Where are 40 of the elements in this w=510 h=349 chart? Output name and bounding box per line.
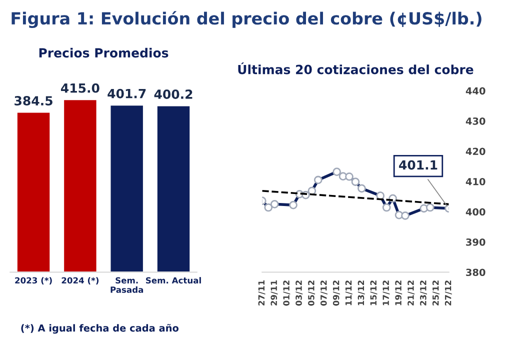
bar (62, 98, 98, 272)
y-tick-label: 430 (466, 117, 486, 125)
x-tick-label: 23/12 (420, 280, 427, 306)
x-tick-label: 15/12 (370, 280, 378, 306)
data-label: 415.0 (60, 83, 100, 93)
x-tick-label: 13/12 (358, 280, 365, 306)
x-tick-label: Sem. Actual (146, 277, 201, 284)
y-tick-label: 410 (466, 178, 486, 186)
bar (156, 104, 191, 272)
text: Figura 1: Evolución del precio del cobre (¢US$/lb.) (12, 11, 482, 28)
x-tick-label: 11/12 (345, 280, 352, 306)
y-tick-label: 400 (466, 208, 486, 216)
x-tick-label: 17/12 (382, 280, 390, 306)
x-tick-label: Sem. Pasada (110, 277, 144, 293)
x-tick-label: 19/12 (395, 280, 402, 306)
bar (16, 111, 52, 272)
x-tick-label: 01/12 (283, 280, 290, 306)
x-tick-label: 27/12 (444, 280, 452, 306)
y-tick-label: 380 (466, 268, 486, 276)
x-tick-label: 05/12 (308, 280, 316, 306)
bar (109, 104, 144, 272)
x-tick-label: 21/12 (408, 280, 415, 306)
x-tick-label: 29/11 (270, 280, 278, 306)
text: (*) A igual fecha de cada año (21, 324, 179, 334)
y-tick-label: 420 (466, 148, 486, 156)
data-label: 401.7 (108, 88, 146, 98)
x-tick-label: 2023 (*) (15, 277, 52, 285)
x-tick-label: 03/12 (296, 280, 303, 306)
chart-subtitle: Precios Promedios (39, 48, 168, 58)
annotation: 401.1 (399, 160, 438, 170)
x-tick-label: 27/11 (258, 280, 266, 306)
y-tick-label: 440 (466, 87, 486, 95)
data-label: 400.2 (154, 90, 192, 99)
x-tick-label: 09/12 (332, 280, 340, 306)
y-tick-label: 390 (466, 238, 486, 246)
x-tick-label: 07/12 (320, 280, 328, 306)
chart-title: Últimas 20 cotizaciones del cobre (238, 62, 474, 74)
x-tick-label: 25/12 (432, 280, 440, 306)
data-label: 384.5 (14, 96, 52, 106)
x-tick-label: 2024 (*) (62, 277, 99, 285)
